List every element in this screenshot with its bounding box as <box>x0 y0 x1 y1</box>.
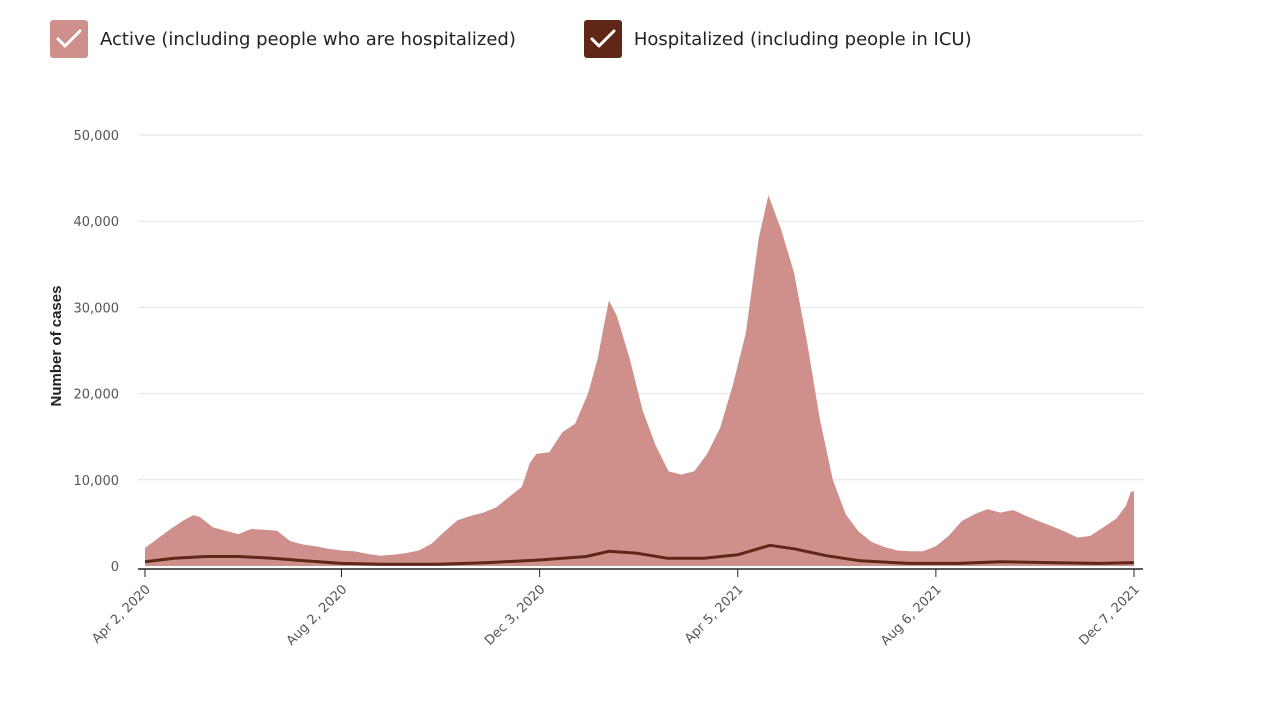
y-tick-label: 10,000 <box>74 474 120 489</box>
legend-item-hospitalized[interactable]: Hospitalized (including people in ICU) <box>583 20 972 58</box>
x-axis: Apr 2, 2020 Aug 2, 2020 Dec 3, 2020 Apr 5, … <box>89 568 1143 649</box>
y-tick-label: 50,000 <box>74 129 120 144</box>
y-tick-label: 30,000 <box>74 301 120 316</box>
y-axis-ticks: 0 10,000 20,000 30,000 40,000 50,000 <box>74 129 120 575</box>
x-tick-label: Apr 2, 2020 <box>89 582 154 647</box>
legend: Active (including people who are hospita… <box>50 20 1040 58</box>
x-tick-label: Aug 6, 2021 <box>878 582 945 649</box>
x-tick-label: Dec 3, 2020 <box>482 582 548 648</box>
y-tick-label: 40,000 <box>74 215 120 230</box>
y-axis-label: Number of cases <box>48 286 65 407</box>
checkmark-icon <box>590 29 616 48</box>
x-tick-label: Dec 7, 2021 <box>1076 582 1142 648</box>
legend-label-active: Active (including people who are hospita… <box>100 28 516 50</box>
y-tick-label: 0 <box>111 560 119 575</box>
series-area <box>145 195 1134 567</box>
x-tick-label: Apr 5, 2021 <box>682 582 747 647</box>
hospitalized-checkbox[interactable] <box>583 20 622 58</box>
series-line <box>144 543 1135 566</box>
y-tick-label: 20,000 <box>74 388 120 403</box>
x-tick-label: Aug 2, 2020 <box>284 582 351 649</box>
active-checkbox[interactable] <box>50 20 88 58</box>
hospitalized-line <box>144 543 1135 566</box>
checkmark-icon <box>56 29 82 48</box>
legend-item-active[interactable]: Active (including people who are hospita… <box>50 20 516 58</box>
legend-label-hospitalized: Hospitalized (including people in ICU) <box>633 28 972 50</box>
active-cases-area <box>145 195 1134 567</box>
